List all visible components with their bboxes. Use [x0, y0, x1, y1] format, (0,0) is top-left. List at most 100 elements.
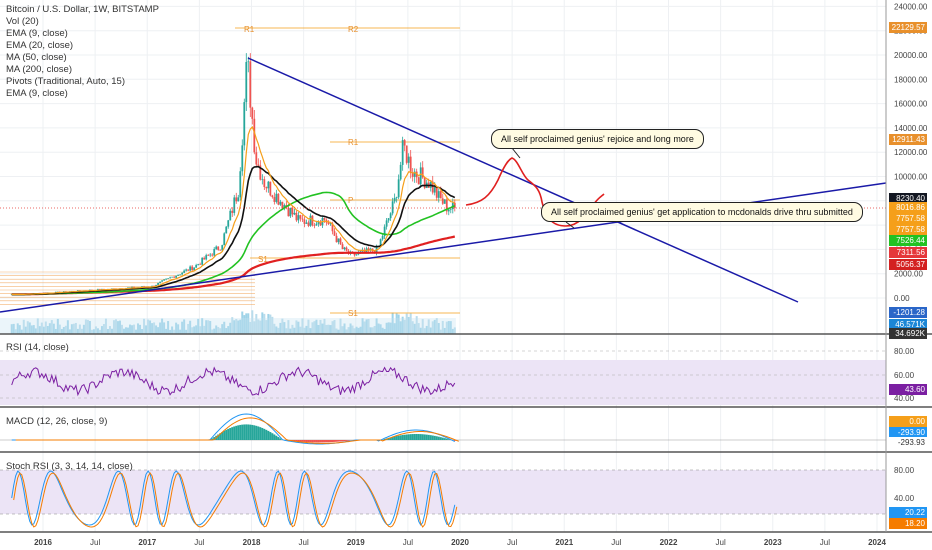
- candle-body: [157, 282, 159, 285]
- candle-body: [175, 275, 178, 278]
- legend-vol: Vol (20): [6, 16, 39, 27]
- volume-bar: [74, 322, 77, 334]
- time-axis-label: Jul: [507, 538, 517, 547]
- volume-bar: [159, 322, 162, 334]
- volume-bar: [193, 326, 196, 334]
- price-tag: 7311.56: [889, 247, 927, 258]
- candle-body: [161, 280, 163, 282]
- candle-body: [289, 207, 292, 217]
- volume-bar: [219, 328, 222, 334]
- macd-histogram-bar: [319, 440, 322, 443]
- candle-body: [447, 209, 450, 212]
- macd-histogram-bar: [257, 426, 260, 440]
- volume-bar: [68, 329, 71, 334]
- candle-body: [381, 236, 384, 240]
- candle-body: [167, 278, 169, 279]
- rsi-tag: 43.60: [889, 384, 927, 395]
- candle-body: [291, 207, 294, 215]
- candle-body: [263, 179, 266, 188]
- candle-body: [317, 222, 320, 224]
- volume-bar: [431, 321, 434, 334]
- volume-bar: [108, 326, 111, 334]
- macd-histogram-bar: [397, 435, 400, 440]
- volume-bar: [443, 327, 446, 334]
- volume-bar: [411, 321, 414, 334]
- macd-histogram-bar: [239, 424, 242, 440]
- rsi-axis-label: 80.00: [894, 347, 915, 356]
- macd-histogram-bar: [305, 440, 308, 443]
- candle-body: [417, 177, 420, 185]
- volume-bar: [387, 322, 390, 334]
- macd-histogram-bar: [263, 428, 266, 440]
- volume-bar: [173, 329, 176, 334]
- price-tag: 7757.58: [889, 213, 927, 224]
- macd-histogram-bar: [323, 440, 326, 443]
- volume-bar: [58, 324, 61, 334]
- volume-bar: [241, 311, 244, 334]
- volume-bar: [325, 324, 328, 334]
- volume-bar: [149, 320, 152, 334]
- macd-histogram-bar: [299, 440, 302, 442]
- volume-bar: [54, 328, 57, 334]
- time-axis-label: 2023: [764, 538, 782, 547]
- volume-bar: [321, 323, 324, 334]
- volume-bar: [397, 314, 400, 334]
- candle-body: [127, 287, 129, 289]
- candle-body: [265, 187, 268, 189]
- volume-bar: [237, 320, 240, 334]
- volume-bar: [259, 320, 262, 334]
- macd-histogram-bar: [427, 434, 430, 440]
- legend-ema20: EMA (20, close): [6, 40, 74, 51]
- volume-bar: [283, 322, 286, 334]
- candle-body: [187, 269, 190, 271]
- annotation-mcdonalds[interactable]: All self proclaimed genius' get applicat…: [541, 202, 863, 222]
- candle-body: [395, 197, 398, 198]
- candle-body: [437, 191, 440, 198]
- macd-histogram-bar: [219, 433, 222, 440]
- volume-bar: [112, 320, 115, 334]
- volume-bar: [261, 312, 264, 334]
- candle-body: [445, 199, 448, 212]
- candle-body: [133, 286, 135, 288]
- macd-histogram-bar: [265, 429, 268, 440]
- volume-bar: [110, 328, 113, 334]
- volume-bar: [289, 328, 292, 334]
- volume-bar: [60, 328, 63, 334]
- candle-body: [245, 61, 248, 103]
- macd-histogram-bar: [339, 440, 342, 442]
- macd-histogram-bar: [317, 440, 320, 443]
- annotation-rejoice[interactable]: All self proclaimed genius' rejoice and …: [491, 129, 704, 149]
- volume-bar: [417, 323, 420, 334]
- time-axis-label: Jul: [194, 538, 204, 547]
- price-axis-label: 14000.00: [894, 124, 928, 133]
- volume-bar: [135, 329, 138, 334]
- candle-body: [311, 215, 314, 226]
- volume-bar: [161, 318, 164, 334]
- macd-histogram-bar: [249, 424, 252, 440]
- volume-bar: [104, 318, 107, 334]
- volume-bar: [72, 323, 75, 334]
- candle-body: [327, 222, 330, 225]
- macd-histogram-bar: [343, 440, 346, 442]
- rsi-label: RSI (14, close): [6, 342, 69, 353]
- legend-ema9: EMA (9, close): [6, 28, 68, 39]
- time-axis-label: Jul: [299, 538, 309, 547]
- moving-averages: [11, 125, 456, 296]
- macd-tag: 0.00: [889, 416, 927, 427]
- candle-body: [153, 285, 155, 287]
- candle-body: [207, 255, 210, 256]
- volume-bar: [143, 318, 146, 334]
- candle-body: [273, 197, 276, 202]
- volume-bar: [78, 324, 81, 334]
- candle-body: [173, 276, 176, 278]
- candle-body: [247, 61, 250, 63]
- macd-histogram-bar: [223, 430, 226, 440]
- price-tag: 5056.37: [889, 259, 927, 270]
- candle-body: [329, 223, 332, 225]
- macd-histogram-bar: [389, 437, 392, 440]
- volume-bar: [141, 328, 144, 334]
- volume-bar: [84, 319, 87, 334]
- candle-body: [409, 156, 412, 174]
- volume-bar: [100, 326, 103, 334]
